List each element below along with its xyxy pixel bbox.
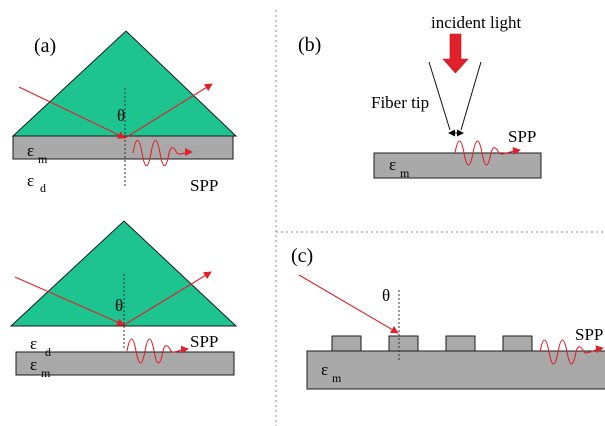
- epsilon-m-b-sub: m: [400, 166, 410, 180]
- spp-wave-b: [454, 140, 521, 166]
- greek-theta-a2: θ: [115, 296, 123, 315]
- epsilon-m-a2: ε: [30, 355, 37, 374]
- spp-wave-a2: [126, 338, 189, 364]
- epsilon-m-a2-sub: m: [41, 366, 51, 380]
- fiber-left-edge: [428, 61, 451, 131]
- panel-a-kretschmann: (a) θ ε m ε d SPP: [11, 30, 238, 195]
- panel-a-label: (a): [34, 35, 56, 57]
- epsilon-m-a: ε: [27, 141, 34, 160]
- incident-ray-c: [298, 274, 399, 334]
- panel-b-label: (b): [298, 34, 321, 56]
- epsilon-d-a2: ε: [30, 334, 37, 353]
- reflected-ray-a: [124, 83, 213, 139]
- grating-ridge-3: [445, 335, 476, 352]
- incident-ray-a: [18, 86, 126, 139]
- epsilon-d-a-sub: d: [40, 181, 46, 195]
- grating-ridge-2: [388, 335, 419, 352]
- incident-ray-a2: [14, 276, 125, 326]
- panel-c-label: (c): [291, 245, 313, 267]
- spp-wave-a: [132, 139, 193, 167]
- spp-label-c: SPP: [575, 325, 603, 344]
- metal-substrate-c: [306, 350, 605, 390]
- grating-ridge-1: [331, 335, 362, 352]
- epsilon-m-b: ε: [389, 155, 396, 174]
- metal-film-b: [373, 152, 542, 179]
- spp-wave-c: [539, 339, 604, 365]
- greek-theta-a: θ: [117, 106, 125, 125]
- panel-b-fiber-tip: (b) incident light Fiber tip ε m SPP: [298, 13, 542, 180]
- fiber-right-edge: [460, 61, 482, 131]
- epsilon-d-a2-sub: d: [45, 345, 51, 359]
- epsilon-m-c-sub: m: [332, 371, 342, 385]
- spp-label-b: SPP: [508, 127, 536, 146]
- epsilon-d-a: ε: [27, 171, 34, 190]
- spp-label-a2: SPP: [190, 332, 218, 351]
- epsilon-m-a-sub: m: [38, 152, 48, 166]
- greek-theta-c: θ: [382, 286, 390, 305]
- spp-label-a: SPP: [190, 176, 218, 195]
- fiber-tip-label: Fiber tip: [371, 93, 429, 112]
- metal-film-a2: [15, 351, 235, 376]
- panel-a-otto: θ ε d ε m SPP: [9, 220, 238, 380]
- incident-light-arrow: [442, 33, 469, 74]
- reflected-ray-a2: [123, 271, 212, 326]
- epsilon-m-c: ε: [321, 360, 328, 379]
- grating-ridge-4: [502, 335, 533, 352]
- incident-light-label: incident light: [431, 13, 521, 32]
- panel-c-grating: (c) θ ε m SPP: [291, 245, 605, 390]
